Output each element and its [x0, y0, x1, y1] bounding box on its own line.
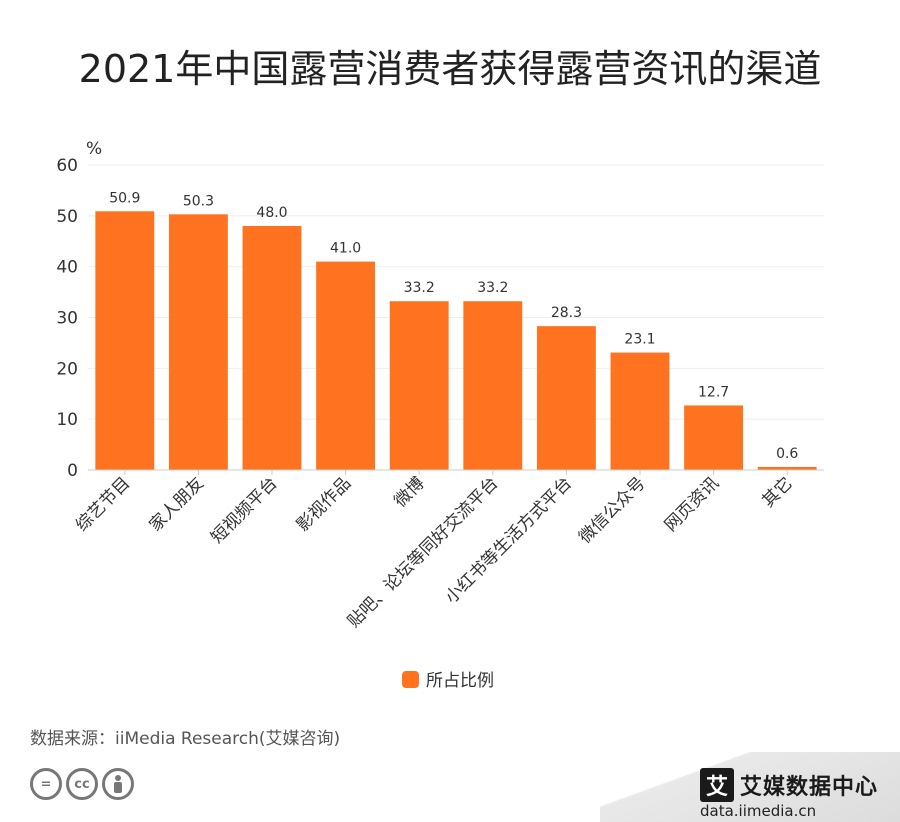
data-label: 33.2 [404, 280, 435, 296]
y-axis: 0 10 20 30 40 50 60% [56, 139, 102, 481]
y-tick-label: 60 [56, 156, 78, 176]
data-label: 28.3 [551, 305, 582, 321]
bar [757, 466, 817, 470]
legend: 所占比例 [402, 671, 494, 691]
x-tick-label: 贴吧、论坛等同好交流平台 [344, 473, 502, 631]
x-tick-label: 短视频平台 [207, 473, 281, 547]
brand-mark: 艾 [699, 768, 734, 802]
y-tick-label: 50 [56, 207, 78, 227]
x-tick-label: 家人朋友 [146, 473, 208, 535]
data-label: 0.6 [776, 446, 798, 462]
license-icons: = cc [30, 768, 134, 800]
bar [610, 352, 670, 470]
data-label: 41.0 [330, 241, 361, 257]
x-tick-label: 小红书等生活方式平台 [442, 473, 576, 607]
legend-swatch [402, 671, 419, 688]
bar [684, 405, 744, 470]
y-tick-label: 10 [56, 410, 78, 430]
bar [95, 211, 155, 470]
y-tick-label: 30 [56, 309, 78, 329]
brand-logo: 艾 艾媒数据中心 data.iimedia.cn [699, 768, 878, 820]
bar-chart: 0 10 20 30 40 50 60% 50.9 50.3 48.0 41.0 33.2 33.2 2… [56, 139, 824, 691]
brand-url: data.iimedia.cn [699, 802, 817, 820]
data-label: 23.1 [624, 332, 655, 348]
data-label: 12.7 [698, 384, 729, 400]
y-tick-label: 40 [56, 258, 78, 278]
bar [242, 226, 302, 470]
cc-icon: cc [66, 768, 98, 800]
y-tick-label: 20 [56, 359, 78, 379]
x-tick-label: 网页资讯 [661, 473, 723, 535]
data-label: 48.0 [256, 205, 287, 221]
x-tick-label: 其它 [759, 473, 797, 511]
brand-name: 艾媒数据中心 [739, 775, 878, 800]
y-tick-label: 0 [67, 461, 78, 481]
x-tick-label: 微信公众号 [575, 473, 649, 547]
bar [463, 301, 523, 470]
person-icon [102, 768, 134, 800]
chart-title: 2021年中国露营消费者获得露营资讯的渠道 [78, 47, 822, 91]
bar [536, 326, 596, 470]
data-label: 33.2 [477, 280, 508, 296]
x-tick-label: 影视作品 [293, 473, 355, 535]
bar [316, 261, 376, 470]
data-label: 50.3 [183, 193, 214, 209]
x-axis: 综艺节目 家人朋友 短视频平台 影视作品 微博贴吧、论坛等同好交流平台小红书等生活方式平… [72, 469, 824, 632]
data-label: 50.9 [109, 190, 140, 206]
x-tick-label: 微博 [391, 473, 429, 511]
x-tick-label: 综艺节目 [72, 473, 134, 535]
bars: 50.9 50.3 48.0 41.0 33.2 33.2 28.3 23.1 12.7 0.6 [95, 190, 817, 470]
equals-icon: = [30, 768, 62, 800]
bar [168, 214, 228, 470]
y-axis-label: % [86, 139, 102, 159]
footer-band [600, 752, 900, 822]
legend-label: 所占比例 [426, 671, 494, 691]
bar [389, 301, 449, 470]
data-source: 数据来源：iiMedia Research(艾媒咨询) [30, 729, 341, 749]
